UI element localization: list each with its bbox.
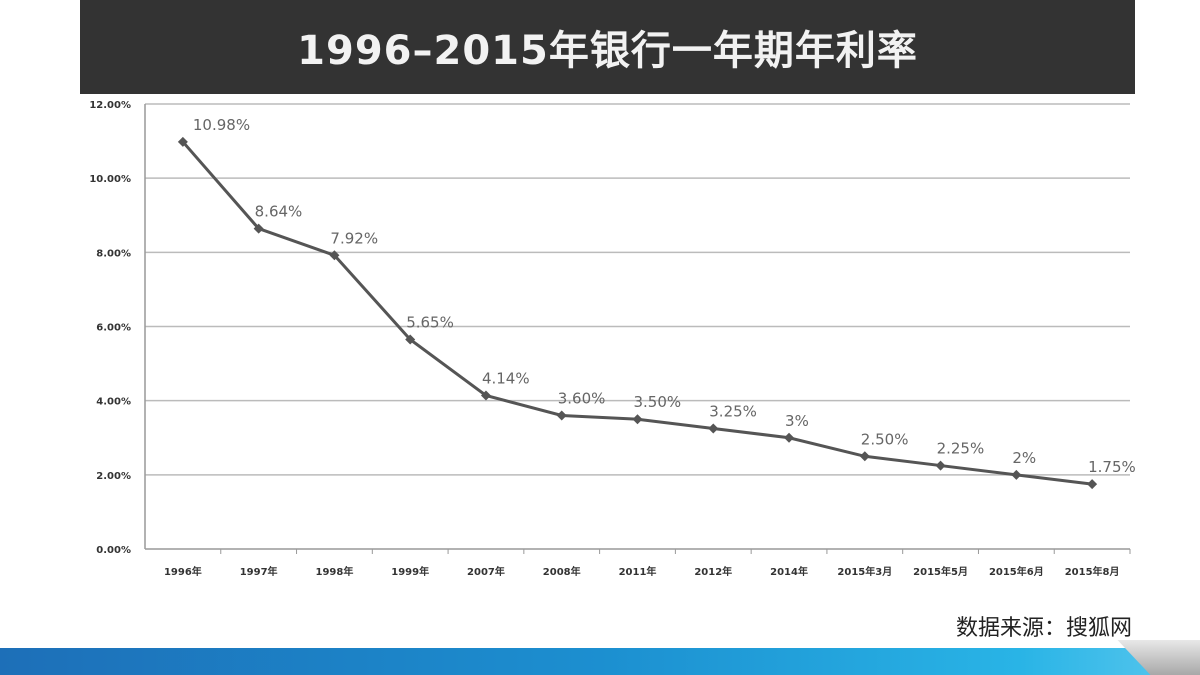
data-label: 4.14%	[482, 369, 530, 387]
title-bar: 1996–2015年银行一年期年利率	[80, 0, 1135, 94]
data-label: 2.50%	[861, 430, 909, 448]
y-tick-label: 2.00%	[96, 471, 131, 482]
data-point	[556, 410, 567, 421]
data-point	[784, 432, 795, 443]
y-tick-label: 0.00%	[96, 545, 131, 556]
data-point	[177, 136, 188, 147]
data-label: 5.65%	[406, 313, 454, 331]
x-tick-label: 2015年5月	[913, 565, 968, 578]
x-tick-label: 2014年	[770, 565, 808, 578]
data-label: 2%	[1012, 449, 1036, 467]
footer-band	[0, 648, 1200, 675]
data-label: 3.25%	[709, 402, 757, 420]
y-tick-label: 6.00%	[96, 323, 131, 334]
x-tick-label: 2015年8月	[1065, 565, 1120, 578]
x-tick-label: 2012年	[694, 565, 732, 578]
data-label: 7.92%	[330, 229, 378, 247]
data-point	[1087, 479, 1098, 490]
data-label: 3%	[785, 412, 809, 430]
data-point	[480, 390, 491, 401]
y-tick-label: 10.00%	[89, 174, 131, 185]
x-tick-label: 2015年6月	[989, 565, 1044, 578]
data-point	[1011, 469, 1022, 480]
series-line	[181, 140, 1093, 486]
data-label: 2.25%	[937, 440, 985, 458]
data-label: 3.60%	[558, 390, 606, 408]
data-label: 8.64%	[255, 203, 303, 221]
x-tick-label: 1996年	[164, 565, 202, 578]
data-point	[708, 423, 719, 434]
x-tick-label: 2011年	[619, 565, 657, 578]
data-source: 数据来源：搜狐网	[955, 616, 1132, 641]
data-label: 10.98%	[193, 116, 250, 134]
data-point	[253, 223, 264, 234]
data-point	[632, 414, 643, 425]
y-tick-label: 12.00%	[89, 100, 131, 111]
data-point	[859, 451, 870, 462]
data-label: 1.75%	[1088, 458, 1136, 476]
y-tick-label: 8.00%	[96, 248, 131, 259]
data-point	[935, 460, 946, 471]
data-point	[405, 334, 416, 345]
x-tick-label: 1999年	[391, 565, 429, 578]
x-tick-label: 2008年	[543, 565, 581, 578]
x-tick-label: 2007年	[467, 565, 505, 578]
x-tick-label: 1998年	[316, 565, 354, 578]
data-label: 3.50%	[634, 393, 682, 411]
data-point	[329, 250, 340, 261]
chart-title: 1996–2015年银行一年期年利率	[297, 28, 918, 74]
x-tick-label: 1997年	[240, 565, 278, 578]
x-tick-label: 2015年3月	[837, 565, 892, 578]
y-tick-label: 4.00%	[96, 397, 131, 408]
